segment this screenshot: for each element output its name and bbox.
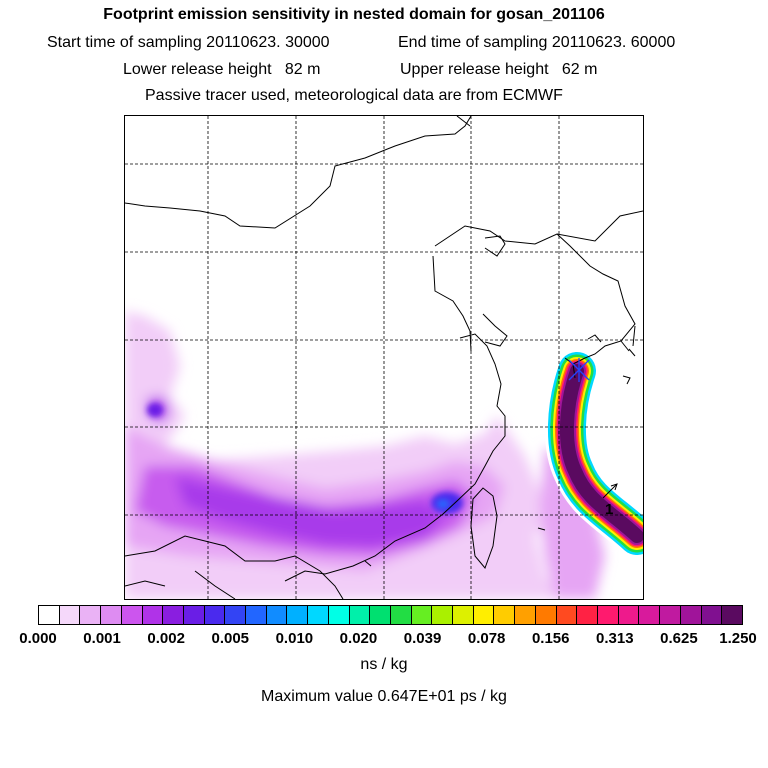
colorbar-swatch <box>515 606 536 624</box>
colorbar-tick-label: 0.000 <box>19 630 57 647</box>
colorbar-swatch <box>597 606 619 624</box>
colorbar-swatch <box>225 606 247 624</box>
colorbar-swatch <box>328 606 350 624</box>
colorbar-tick-label: 0.002 <box>147 630 185 647</box>
plot-title: Footprint emission sensitivity in nested… <box>103 6 605 23</box>
colorbar-swatch <box>556 606 578 624</box>
colorbar-swatch <box>722 606 742 624</box>
colorbar-tick-label: 0.020 <box>339 630 378 647</box>
colorbar-swatch <box>39 606 60 624</box>
colorbar-swatch <box>246 606 267 624</box>
colorbar-tick-label: 1.250 <box>719 630 757 647</box>
trajectory-label: 1 <box>605 501 613 518</box>
coastlines <box>125 116 643 599</box>
end-time-label: End time of sampling 20110623. 60000 <box>398 34 676 51</box>
colorbar-swatch <box>266 606 288 624</box>
colorbar-tick-label: 0.078 <box>467 630 506 647</box>
graticule <box>125 116 643 599</box>
colorbar-swatch <box>577 606 598 624</box>
colorbar-swatch <box>639 606 661 624</box>
colorbar-tick-label: 0.039 <box>403 630 442 647</box>
colorbar-swatch <box>701 606 723 624</box>
colorbar-swatch <box>142 606 164 624</box>
colorbar-swatch <box>660 606 681 624</box>
colorbar-tick-label: 0.010 <box>275 630 314 647</box>
colorbar-swatch <box>432 606 454 624</box>
maximum-value-label: Maximum value 0.647E+01 ps / kg <box>261 688 507 705</box>
colorbar-swatch <box>308 606 329 624</box>
colorbar <box>38 605 743 625</box>
colorbar-tick-label: 0.001 <box>83 630 121 647</box>
colorbar-swatch <box>680 606 702 624</box>
colorbar-units: ns / kg <box>360 656 408 673</box>
colorbar-swatch <box>411 606 433 624</box>
colorbar-swatch <box>370 606 391 624</box>
colorbar-swatch <box>453 606 474 624</box>
colorbar-swatch <box>494 606 516 624</box>
colorbar-swatch <box>287 606 309 624</box>
colorbar-tick-label: 0.005 <box>211 630 250 647</box>
sensitivity-field <box>125 311 605 599</box>
colorbar-swatch <box>101 606 122 624</box>
colorbar-swatch <box>183 606 205 624</box>
colorbar-swatch <box>535 606 557 624</box>
upper-release-height: Upper release height 62 m <box>400 61 598 78</box>
colorbar-swatch <box>204 606 226 624</box>
lower-release-height: Lower release height 82 m <box>123 61 321 78</box>
colorbar-tick-label: 0.625 <box>660 630 698 647</box>
plume-band <box>544 349 643 558</box>
footprint-map: 1 <box>124 115 644 600</box>
trajectory-marker <box>602 483 618 499</box>
colorbar-tick-label: 0.313 <box>596 630 634 647</box>
colorbar-swatch <box>618 606 640 624</box>
colorbar-swatch <box>473 606 495 624</box>
start-time-label: Start time of sampling 20110623. 30000 <box>47 34 330 51</box>
tracer-info: Passive tracer used, meteorological data… <box>145 87 563 104</box>
colorbar-tick-label: 0.156 <box>531 630 570 647</box>
colorbar-swatch <box>390 606 412 624</box>
colorbar-swatch <box>80 606 102 624</box>
colorbar-swatch <box>349 606 371 624</box>
sensitivity-core <box>147 403 463 514</box>
release-site-marker <box>568 358 590 382</box>
colorbar-swatch <box>163 606 184 624</box>
colorbar-swatch <box>59 606 81 624</box>
colorbar-swatch <box>121 606 143 624</box>
map-canvas: 1 <box>125 116 643 599</box>
